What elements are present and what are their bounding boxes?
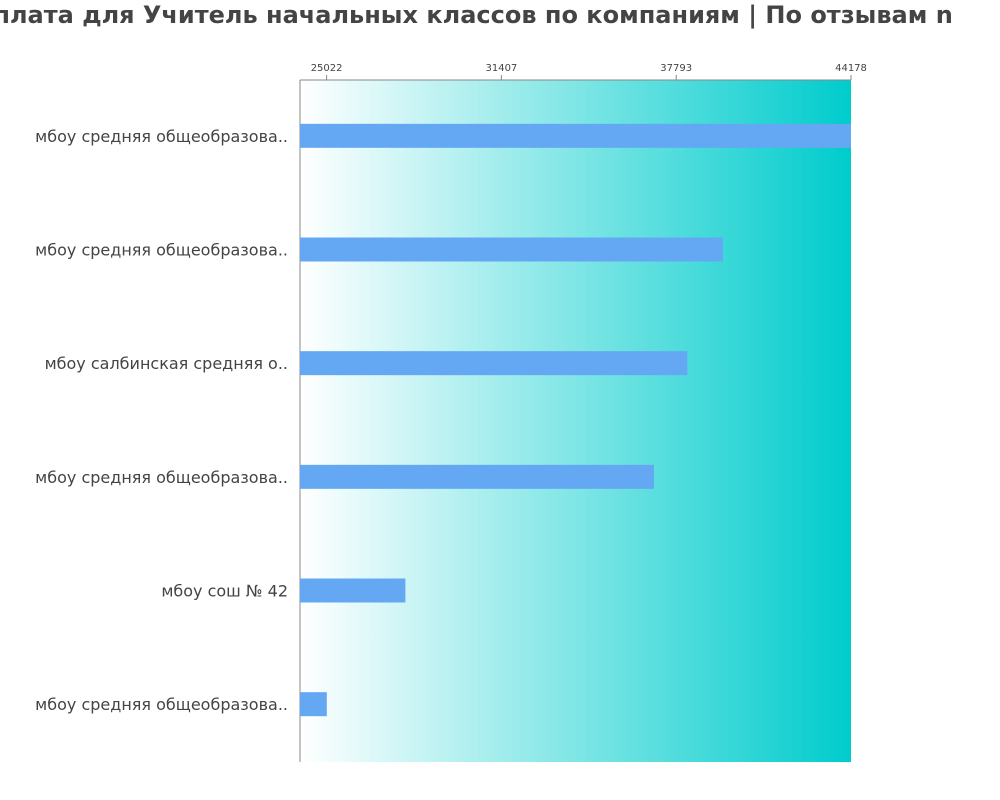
x-tick-label: 44178	[835, 63, 867, 74]
category-label: мбоу средняя общеобразова..	[35, 241, 288, 260]
category-label: мбоу средняя общеобразова..	[35, 468, 288, 487]
category-label: мбоу средняя общеобразова..	[35, 695, 288, 714]
plot-background	[300, 80, 851, 762]
category-label: мбоу салбинская средняя о..	[45, 354, 288, 373]
x-tick-label: 31407	[485, 63, 517, 74]
chart-title: арплата для Учитель начальных классов по…	[0, 1, 953, 29]
x-tick-label: 25022	[311, 63, 343, 74]
category-label: мбоу сош № 42	[161, 582, 288, 601]
category-label: мбоу средняя общеобразова..	[35, 127, 288, 146]
bar	[300, 692, 327, 717]
bar	[300, 464, 654, 489]
bar	[300, 578, 406, 603]
bar	[300, 351, 688, 376]
x-tick-label: 37793	[660, 63, 692, 74]
bar	[300, 237, 723, 262]
bar	[300, 123, 851, 148]
